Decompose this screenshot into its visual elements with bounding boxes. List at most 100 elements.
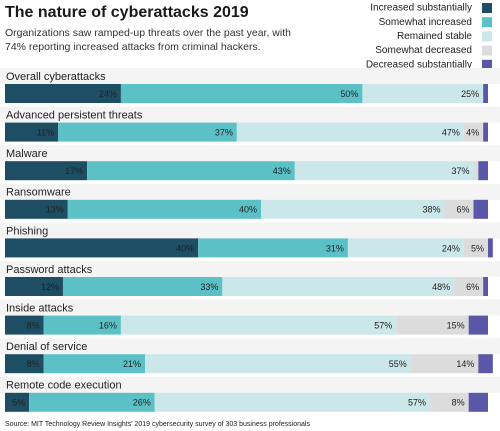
value-label: 37% xyxy=(215,127,233,137)
value-label: 15% xyxy=(447,320,465,330)
bar-segment xyxy=(483,277,488,296)
bar-segment xyxy=(5,315,44,335)
bar-segment xyxy=(236,122,464,142)
value-label: 57% xyxy=(374,320,392,330)
value-label: 55% xyxy=(389,359,407,369)
bar-segment xyxy=(488,238,493,258)
value-label: 37% xyxy=(451,166,469,176)
category-label: Password attacks xyxy=(6,264,93,276)
value-label: 38% xyxy=(423,205,441,215)
bar-segment xyxy=(483,122,488,142)
bar-segment xyxy=(463,238,488,258)
bar-segment xyxy=(120,84,363,103)
value-label: 8% xyxy=(27,359,40,369)
category-label: Advanced persistent threats xyxy=(6,110,143,122)
bar-segment xyxy=(43,315,121,335)
bar-segment xyxy=(222,277,455,296)
bar-segment xyxy=(120,315,397,335)
value-label: 50% xyxy=(340,89,358,99)
bar-segment xyxy=(154,392,431,412)
category-label: Malware xyxy=(6,148,48,160)
bar-segment xyxy=(410,354,479,374)
legend-swatch xyxy=(482,45,492,56)
value-label: 11% xyxy=(37,127,54,137)
value-label: 26% xyxy=(133,398,151,408)
value-label: 5% xyxy=(471,243,484,253)
bar-segment xyxy=(347,238,464,258)
bar-segment xyxy=(58,122,237,142)
value-label: 48% xyxy=(432,282,450,292)
category-label: Ransomware xyxy=(6,187,71,199)
bar-segment xyxy=(5,199,68,219)
value-label: 4% xyxy=(466,127,479,137)
category-label: Phishing xyxy=(6,225,48,237)
value-label: 33% xyxy=(200,282,218,292)
legend-label: Increased substantially xyxy=(370,3,472,14)
bar-segment xyxy=(67,199,261,219)
row-band xyxy=(0,261,500,277)
value-label: 5% xyxy=(12,398,25,408)
bar-segment xyxy=(473,199,488,219)
bar-segment xyxy=(294,161,474,181)
bar-segment xyxy=(5,392,30,412)
value-label: 40% xyxy=(239,205,257,215)
legend-swatch xyxy=(482,3,492,13)
bar-segment xyxy=(29,392,155,412)
bar-segment xyxy=(468,392,488,412)
bar-segment xyxy=(430,392,469,412)
value-label: 12% xyxy=(41,282,59,292)
value-label: 13% xyxy=(46,205,64,215)
source: Source: MIT Technology Review Insights' … xyxy=(5,421,310,428)
legend-label: Remained stable xyxy=(397,31,472,42)
value-label: 31% xyxy=(326,243,344,253)
bar-segment xyxy=(87,161,295,181)
bar-segment xyxy=(396,315,469,335)
value-label: 57% xyxy=(408,398,426,408)
value-label: 17% xyxy=(65,166,83,176)
value-label: 6% xyxy=(456,205,469,215)
chart-subtitle: Organizations saw ramped-up threats over… xyxy=(5,27,291,53)
legend-swatch xyxy=(482,31,492,42)
bar-segment xyxy=(444,199,474,219)
value-label: 43% xyxy=(273,166,291,176)
bar-segment xyxy=(473,161,479,181)
row-band xyxy=(0,376,500,393)
legend-swatch xyxy=(482,59,492,70)
legend-swatch xyxy=(482,17,492,28)
value-label: 21% xyxy=(123,359,141,369)
bar-segment xyxy=(362,84,484,103)
category-label: Denial of service xyxy=(6,341,87,353)
category-label: Remote code execution xyxy=(6,380,122,392)
value-label: 8% xyxy=(27,320,40,330)
row-band xyxy=(0,183,500,200)
bar-segment xyxy=(468,315,488,335)
bar-segment xyxy=(198,238,348,258)
bar-segment xyxy=(5,84,121,103)
bar-segment xyxy=(463,122,484,142)
value-label: 14% xyxy=(456,359,474,369)
value-label: 25% xyxy=(461,89,479,99)
bar-segment xyxy=(43,354,146,374)
value-label: 16% xyxy=(99,320,117,330)
row-band xyxy=(0,338,500,355)
bar-segment xyxy=(5,354,44,374)
category-label: Overall cyberattacks xyxy=(6,71,106,83)
bar-segment xyxy=(62,277,223,296)
row-band xyxy=(0,68,500,84)
bar-segment xyxy=(5,238,199,258)
bar-segment xyxy=(260,199,445,219)
row-band xyxy=(0,106,500,123)
legend-label: Decreased substantially xyxy=(366,59,472,70)
chart-title: The nature of cyberattacks 2019 xyxy=(5,4,249,21)
bar-segment xyxy=(454,277,484,296)
legend-label: Somewhat decreased xyxy=(375,45,472,56)
bar-segment xyxy=(5,122,59,142)
value-label: 24% xyxy=(99,89,117,99)
row-band xyxy=(0,299,500,316)
category-label: Inside attacks xyxy=(6,303,74,315)
bar-segment xyxy=(478,354,493,374)
bar-segment xyxy=(478,161,488,181)
row-band xyxy=(0,145,500,162)
